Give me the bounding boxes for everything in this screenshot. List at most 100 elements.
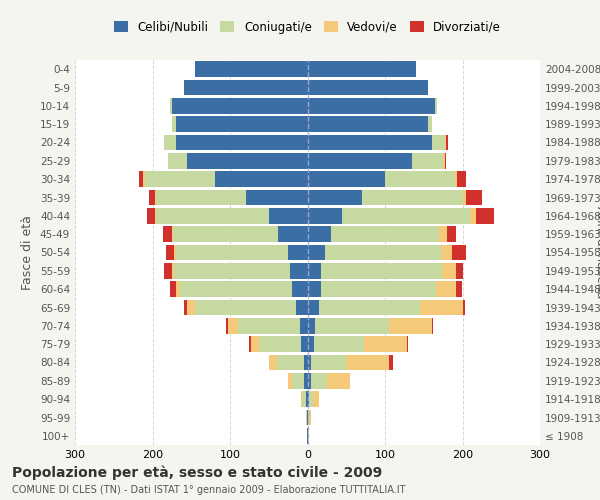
Bar <box>172 226 173 242</box>
Bar <box>147 208 155 224</box>
Bar <box>172 98 308 114</box>
Bar <box>195 62 308 77</box>
Bar <box>168 153 187 168</box>
Bar <box>431 318 433 334</box>
Bar <box>143 172 145 187</box>
Bar <box>259 336 301 352</box>
Bar <box>455 282 462 297</box>
Bar <box>251 336 259 352</box>
Bar <box>157 190 245 206</box>
Bar <box>277 354 304 370</box>
Bar <box>170 98 172 114</box>
Bar <box>308 226 331 242</box>
Bar <box>447 226 457 242</box>
Legend: Celibi/Nubili, Coniugati/e, Vedovi/e, Divorziati/e: Celibi/Nubili, Coniugati/e, Vedovi/e, Di… <box>109 16 506 38</box>
Bar <box>436 98 437 114</box>
Bar <box>470 208 476 224</box>
Bar <box>173 226 278 242</box>
Bar <box>443 153 445 168</box>
Bar <box>441 244 452 260</box>
Bar <box>309 392 313 407</box>
Bar <box>304 354 308 370</box>
Bar <box>343 208 470 224</box>
Bar <box>145 172 215 187</box>
Bar <box>306 410 307 426</box>
Bar <box>431 134 445 150</box>
Bar <box>226 318 229 334</box>
Bar <box>331 226 439 242</box>
Bar <box>176 116 308 132</box>
Bar <box>306 392 308 407</box>
Bar <box>149 190 155 206</box>
Bar <box>164 263 172 278</box>
Bar <box>164 134 176 150</box>
Bar <box>463 300 465 316</box>
Bar <box>389 318 431 334</box>
Bar <box>187 300 195 316</box>
Bar <box>269 208 308 224</box>
Bar <box>308 244 325 260</box>
Bar <box>139 172 143 187</box>
Bar <box>309 410 311 426</box>
Bar <box>457 172 466 187</box>
Bar <box>278 226 308 242</box>
Bar <box>389 354 393 370</box>
Bar <box>184 80 308 96</box>
Bar <box>301 392 302 407</box>
Bar <box>314 336 364 352</box>
Bar <box>476 208 494 224</box>
Y-axis label: Anni di nascita: Anni di nascita <box>594 206 600 298</box>
Bar <box>155 208 157 224</box>
Bar <box>301 336 308 352</box>
Bar <box>308 208 343 224</box>
Bar <box>308 300 319 316</box>
Bar <box>245 190 308 206</box>
Bar <box>446 134 448 150</box>
Bar <box>466 190 482 206</box>
Bar <box>420 300 463 316</box>
Bar <box>308 190 362 206</box>
Bar <box>308 428 309 444</box>
Bar <box>327 373 350 388</box>
Bar <box>455 263 463 278</box>
Text: COMUNE DI CLES (TN) - Dati ISTAT 1° gennaio 2009 - Elaborazione TUTTITALIA.IT: COMUNE DI CLES (TN) - Dati ISTAT 1° genn… <box>12 485 406 495</box>
Bar <box>436 282 455 297</box>
Bar <box>311 354 346 370</box>
Bar <box>174 263 290 278</box>
Bar <box>296 300 308 316</box>
Bar <box>385 172 455 187</box>
Bar <box>308 318 315 334</box>
Bar <box>308 282 322 297</box>
Bar <box>195 300 296 316</box>
Bar <box>364 336 407 352</box>
Bar <box>308 62 416 77</box>
Bar <box>308 153 412 168</box>
Bar <box>308 263 322 278</box>
Bar <box>407 336 408 352</box>
Bar <box>292 282 308 297</box>
Bar <box>229 318 238 334</box>
Bar <box>325 244 441 260</box>
Bar <box>176 244 288 260</box>
Bar <box>308 336 314 352</box>
Bar <box>157 208 269 224</box>
Bar <box>346 354 389 370</box>
Y-axis label: Fasce di età: Fasce di età <box>22 215 34 290</box>
Bar <box>322 282 436 297</box>
Bar <box>174 244 176 260</box>
Bar <box>250 336 251 352</box>
Bar <box>463 190 466 206</box>
Bar <box>155 190 157 206</box>
Bar <box>300 318 308 334</box>
Bar <box>452 244 466 260</box>
Bar <box>308 80 428 96</box>
Bar <box>319 300 420 316</box>
Bar <box>172 116 176 132</box>
Text: Popolazione per età, sesso e stato civile - 2009: Popolazione per età, sesso e stato civil… <box>12 465 382 479</box>
Bar <box>315 318 389 334</box>
Bar <box>172 263 174 278</box>
Bar <box>322 263 442 278</box>
Bar <box>313 392 319 407</box>
Bar <box>308 392 309 407</box>
Bar <box>439 226 447 242</box>
